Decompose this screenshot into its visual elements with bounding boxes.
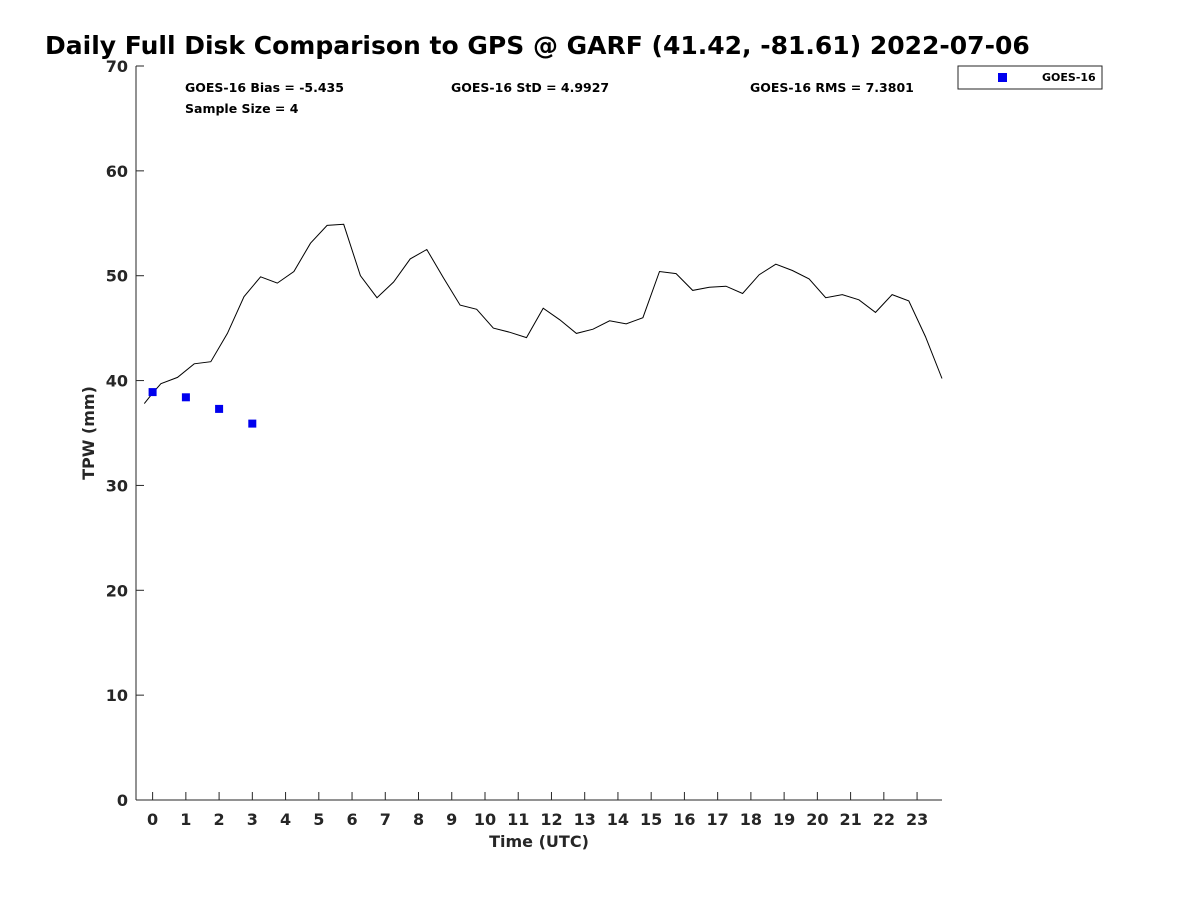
legend-label-goes16: GOES-16 [1042, 71, 1096, 84]
x-tick-label: 3 [247, 810, 258, 829]
x-tick-label: 18 [740, 810, 762, 829]
sample-size-stat: Sample Size = 4 [185, 101, 299, 116]
x-tick-label: 19 [773, 810, 795, 829]
x-tick-label: 1 [180, 810, 191, 829]
x-tick-label: 4 [280, 810, 291, 829]
goes16-point [148, 388, 157, 397]
x-tick-label: 23 [906, 810, 928, 829]
x-tick-label: 7 [380, 810, 391, 829]
x-tick-label: 2 [214, 810, 225, 829]
y-tick-label: 40 [106, 372, 128, 391]
x-tick-label: 16 [673, 810, 695, 829]
x-tick-label: 0 [147, 810, 158, 829]
legend: GOES-16 [957, 65, 1103, 90]
gps-tpw-line [143, 223, 943, 404]
x-tick-label: 9 [446, 810, 457, 829]
x-tick-label: 22 [873, 810, 895, 829]
x-tick-label: 12 [540, 810, 562, 829]
goes16-point [215, 404, 224, 413]
x-ticks: 0 1 2 3 4 5 6 7 8 9 10 11 12 13 14 15 16 17 18 19 20 21 22 23 [147, 792, 928, 829]
bias-stat: GOES-16 Bias = -5.435 [185, 80, 344, 95]
y-tick-label: 20 [106, 581, 128, 600]
y-axis-label: TPW (mm) [79, 386, 98, 480]
x-tick-label: 11 [507, 810, 529, 829]
x-tick-label: 20 [806, 810, 828, 829]
y-tick-label: 30 [106, 476, 128, 495]
legend-marker-goes16 [998, 73, 1007, 82]
goes16-point [181, 393, 190, 402]
y-tick-label: 10 [106, 686, 128, 705]
x-axis-label: Time (UTC) [489, 832, 589, 851]
goes16-markers [148, 388, 257, 428]
y-tick-label: 60 [106, 162, 128, 181]
legend-box [957, 65, 1103, 90]
x-tick-label: 14 [607, 810, 629, 829]
x-tick-label: 13 [574, 810, 596, 829]
y-ticks: 0 10 20 30 40 50 60 70 [106, 57, 144, 810]
x-tick-label: 10 [474, 810, 496, 829]
std-stat: GOES-16 StD = 4.9927 [451, 80, 609, 95]
x-tick-label: 6 [346, 810, 357, 829]
y-tick-label: 50 [106, 267, 128, 286]
x-tick-label: 15 [640, 810, 662, 829]
x-tick-label: 8 [413, 810, 424, 829]
y-tick-label: 0 [117, 791, 128, 810]
y-tick-label: 70 [106, 57, 128, 76]
x-tick-label: 5 [313, 810, 324, 829]
chart-title: Daily Full Disk Comparison to GPS @ GARF… [45, 31, 1030, 60]
goes16-point [248, 419, 257, 428]
rms-stat: GOES-16 RMS = 7.3801 [750, 80, 914, 95]
x-tick-label: 21 [839, 810, 861, 829]
x-tick-label: 17 [707, 810, 729, 829]
